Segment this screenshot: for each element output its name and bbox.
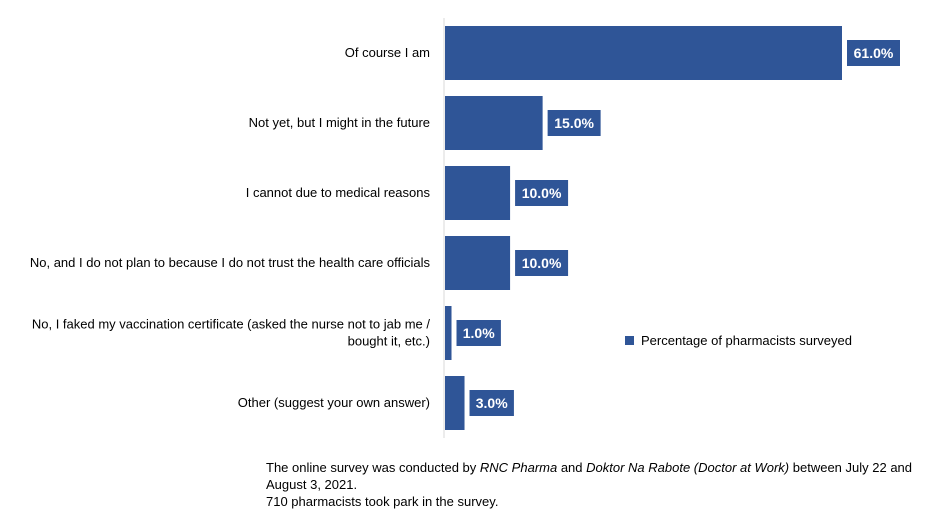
data-label-box	[515, 250, 569, 276]
bar-chart: Of course I am 61.0% Not yet, but I might …	[30, 18, 900, 438]
footnote-suffix: between July 22 and August 3, 2021.	[266, 460, 913, 492]
data-label-box	[469, 390, 514, 416]
footnote-mid: and	[557, 460, 587, 475]
data-label: 61.0%	[854, 45, 894, 61]
bar	[445, 26, 842, 80]
category-label: Other (suggest your own answer)	[238, 395, 430, 410]
footnote-org-1: RNC Pharma	[479, 460, 558, 475]
data-label-box	[515, 180, 569, 206]
bar	[445, 376, 465, 430]
legend-swatch	[625, 336, 634, 345]
legend-label: Percentage of pharmacists surveyed	[641, 333, 852, 348]
footnote-prefix: The online survey was conducted by	[266, 460, 480, 475]
data-label: 3.0%	[476, 395, 508, 411]
data-label: 10.0%	[522, 185, 562, 201]
data-label-box	[456, 320, 501, 346]
data-label: 10.0%	[522, 255, 562, 271]
category-label: Not yet, but I might in the future	[249, 115, 430, 130]
category-label: No, I faked my vaccination certificate (…	[32, 317, 431, 349]
data-label-box	[847, 40, 900, 66]
bar	[445, 96, 543, 150]
data-label: 15.0%	[554, 115, 594, 131]
category-label: Of course I am	[345, 45, 430, 60]
footnote-org-2: Doktor Na Rabote (Doctor at Work)	[586, 460, 790, 475]
bar	[445, 306, 452, 360]
category-label: I cannot due to medical reasons	[246, 185, 431, 200]
bar	[445, 166, 511, 220]
category-label: No, and I do not plan to because I do no…	[30, 255, 431, 270]
data-label: 1.0%	[463, 325, 495, 341]
survey-footnote: The online survey was conducted by RNC P…	[266, 459, 931, 510]
footnote-line-2: 710 pharmacists took park in the survey.	[266, 494, 499, 509]
data-label-box	[547, 110, 601, 136]
bar	[445, 236, 511, 290]
footnote-line-1: The online survey was conducted by RNC P…	[266, 459, 931, 493]
